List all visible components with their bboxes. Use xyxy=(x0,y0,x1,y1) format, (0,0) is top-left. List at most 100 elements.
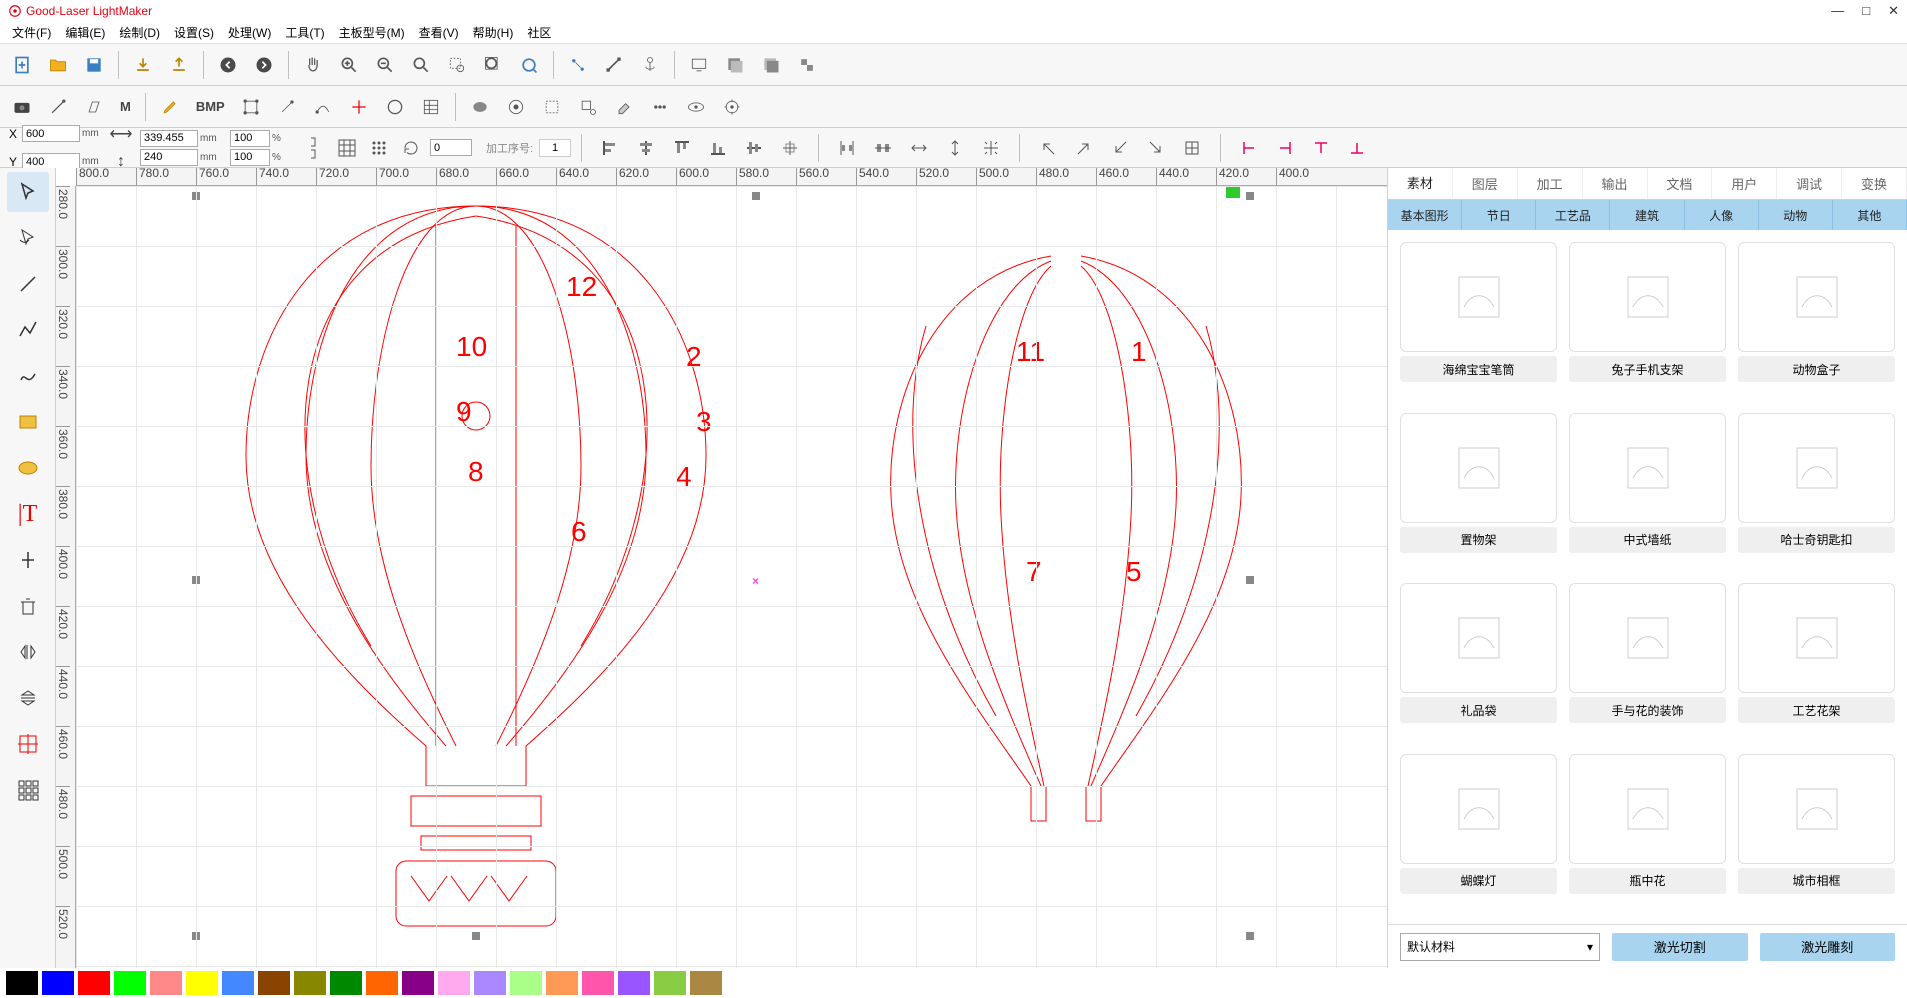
lock-aspect-button[interactable] xyxy=(302,135,328,161)
selection-handle[interactable] xyxy=(1246,192,1254,200)
mirror-h-tool[interactable] xyxy=(7,632,49,672)
corner-bl[interactable] xyxy=(1102,133,1138,163)
distribute-h[interactable] xyxy=(901,133,937,163)
display-button[interactable] xyxy=(683,49,715,81)
category-tab[interactable]: 基本图形 xyxy=(1388,200,1462,230)
menu-edit[interactable]: 编辑(E) xyxy=(59,22,111,43)
canvas-area[interactable]: 800.0780.0760.0740.0720.0700.0680.0660.0… xyxy=(56,168,1387,968)
settings-button[interactable] xyxy=(716,91,748,123)
height-input[interactable] xyxy=(140,149,198,166)
align-top[interactable] xyxy=(664,133,700,163)
category-tab[interactable]: 工艺品 xyxy=(1536,200,1610,230)
distribute-center[interactable] xyxy=(865,133,901,163)
menu-community[interactable]: 社区 xyxy=(521,22,557,43)
layer3-button[interactable] xyxy=(791,49,823,81)
artwork-balloon-2[interactable]: 11175 xyxy=(866,246,1266,869)
menu-file[interactable]: 文件(F) xyxy=(6,22,57,43)
color-swatch[interactable] xyxy=(690,971,722,995)
fill-button[interactable] xyxy=(464,91,496,123)
zoom-out-button[interactable] xyxy=(369,49,401,81)
material-item[interactable]: 手与花的装饰 xyxy=(1569,583,1726,742)
color-swatch[interactable] xyxy=(258,971,290,995)
edge-top[interactable] xyxy=(1303,133,1339,163)
align-center-h[interactable] xyxy=(628,133,664,163)
menu-board[interactable]: 主板型号(M) xyxy=(333,22,411,43)
edit-point-button[interactable] xyxy=(271,91,303,123)
selection-handle[interactable] xyxy=(472,932,480,940)
category-tab[interactable]: 建筑 xyxy=(1610,200,1684,230)
color-swatch[interactable] xyxy=(438,971,470,995)
edge-right[interactable] xyxy=(1267,133,1303,163)
right-tab[interactable]: 图层 xyxy=(1453,168,1518,199)
maximize-button[interactable]: □ xyxy=(1862,3,1870,19)
zoom-all-button[interactable] xyxy=(477,49,509,81)
material-item[interactable]: 工艺花架 xyxy=(1738,583,1895,742)
layer1-button[interactable] xyxy=(719,49,751,81)
transform-button[interactable] xyxy=(572,91,604,123)
color-swatch[interactable] xyxy=(222,971,254,995)
material-select[interactable]: 默认材料▾ xyxy=(1400,933,1600,961)
redo-button[interactable] xyxy=(248,49,280,81)
minimize-button[interactable]: — xyxy=(1831,3,1844,19)
menu-tools[interactable]: 工具(T) xyxy=(279,22,330,43)
color-swatch[interactable] xyxy=(546,971,578,995)
skew-button[interactable] xyxy=(78,91,110,123)
path-edit-button[interactable] xyxy=(598,49,630,81)
menu-draw[interactable]: 绘制(D) xyxy=(113,22,166,43)
material-item[interactable]: 瓶中花 xyxy=(1569,754,1726,913)
array-tool[interactable] xyxy=(7,770,49,810)
cross-button[interactable] xyxy=(343,91,375,123)
scale-x-input[interactable] xyxy=(230,130,270,147)
camera-button[interactable] xyxy=(6,91,38,123)
menu-process[interactable]: 处理(W) xyxy=(222,22,277,43)
center-tool[interactable] xyxy=(7,724,49,764)
width-input[interactable] xyxy=(140,130,198,147)
material-item[interactable]: 蝴蝶灯 xyxy=(1400,754,1557,913)
align-left[interactable] xyxy=(592,133,628,163)
color-swatch[interactable] xyxy=(150,971,182,995)
undo-button[interactable] xyxy=(212,49,244,81)
eraser-button[interactable] xyxy=(608,91,640,123)
laser-engrave-button[interactable]: 激光雕刻 xyxy=(1760,933,1896,961)
snap-button[interactable] xyxy=(562,49,594,81)
material-item[interactable]: 哈士奇钥匙扣 xyxy=(1738,413,1895,572)
line-tool[interactable] xyxy=(7,264,49,304)
category-tab[interactable]: 节日 xyxy=(1462,200,1536,230)
menu-settings[interactable]: 设置(S) xyxy=(168,22,220,43)
right-tab[interactable]: 变换 xyxy=(1842,168,1907,199)
scale-y-input[interactable] xyxy=(230,149,270,166)
import-button[interactable] xyxy=(127,49,159,81)
category-tab[interactable]: 人像 xyxy=(1685,200,1759,230)
grid-dots-button[interactable] xyxy=(366,135,392,161)
ellipse-tool[interactable] xyxy=(7,448,49,488)
distribute-button[interactable] xyxy=(644,91,676,123)
menu-view[interactable]: 查看(V) xyxy=(413,22,465,43)
align-center-both[interactable] xyxy=(772,133,808,163)
menu-help[interactable]: 帮助(H) xyxy=(467,22,520,43)
mirror-v-tool[interactable] xyxy=(7,678,49,718)
pan-button[interactable] xyxy=(297,49,329,81)
color-swatch[interactable] xyxy=(6,971,38,995)
preview-button[interactable] xyxy=(680,91,712,123)
align-bottom[interactable] xyxy=(700,133,736,163)
new-file-button[interactable] xyxy=(6,49,38,81)
zoom-in-button[interactable] xyxy=(333,49,365,81)
align-middle[interactable] xyxy=(736,133,772,163)
category-tab[interactable]: 其他 xyxy=(1833,200,1907,230)
anchor-button[interactable] xyxy=(634,49,666,81)
polyline-tool[interactable] xyxy=(7,310,49,350)
right-tab[interactable]: 调试 xyxy=(1777,168,1842,199)
material-item[interactable]: 动物盒子 xyxy=(1738,242,1895,401)
m-button[interactable]: M xyxy=(114,91,137,123)
bmp-button[interactable]: BMP xyxy=(190,91,231,123)
edge-bottom[interactable] xyxy=(1339,133,1375,163)
color-swatch[interactable] xyxy=(654,971,686,995)
circle-button[interactable] xyxy=(379,91,411,123)
line-tool-button[interactable] xyxy=(42,91,74,123)
rotate-button[interactable] xyxy=(398,135,424,161)
distribute-v[interactable] xyxy=(937,133,973,163)
color-swatch[interactable] xyxy=(402,971,434,995)
proc-input[interactable] xyxy=(539,139,571,157)
select-tool[interactable] xyxy=(7,172,49,212)
material-item[interactable]: 海绵宝宝笔筒 xyxy=(1400,242,1557,401)
